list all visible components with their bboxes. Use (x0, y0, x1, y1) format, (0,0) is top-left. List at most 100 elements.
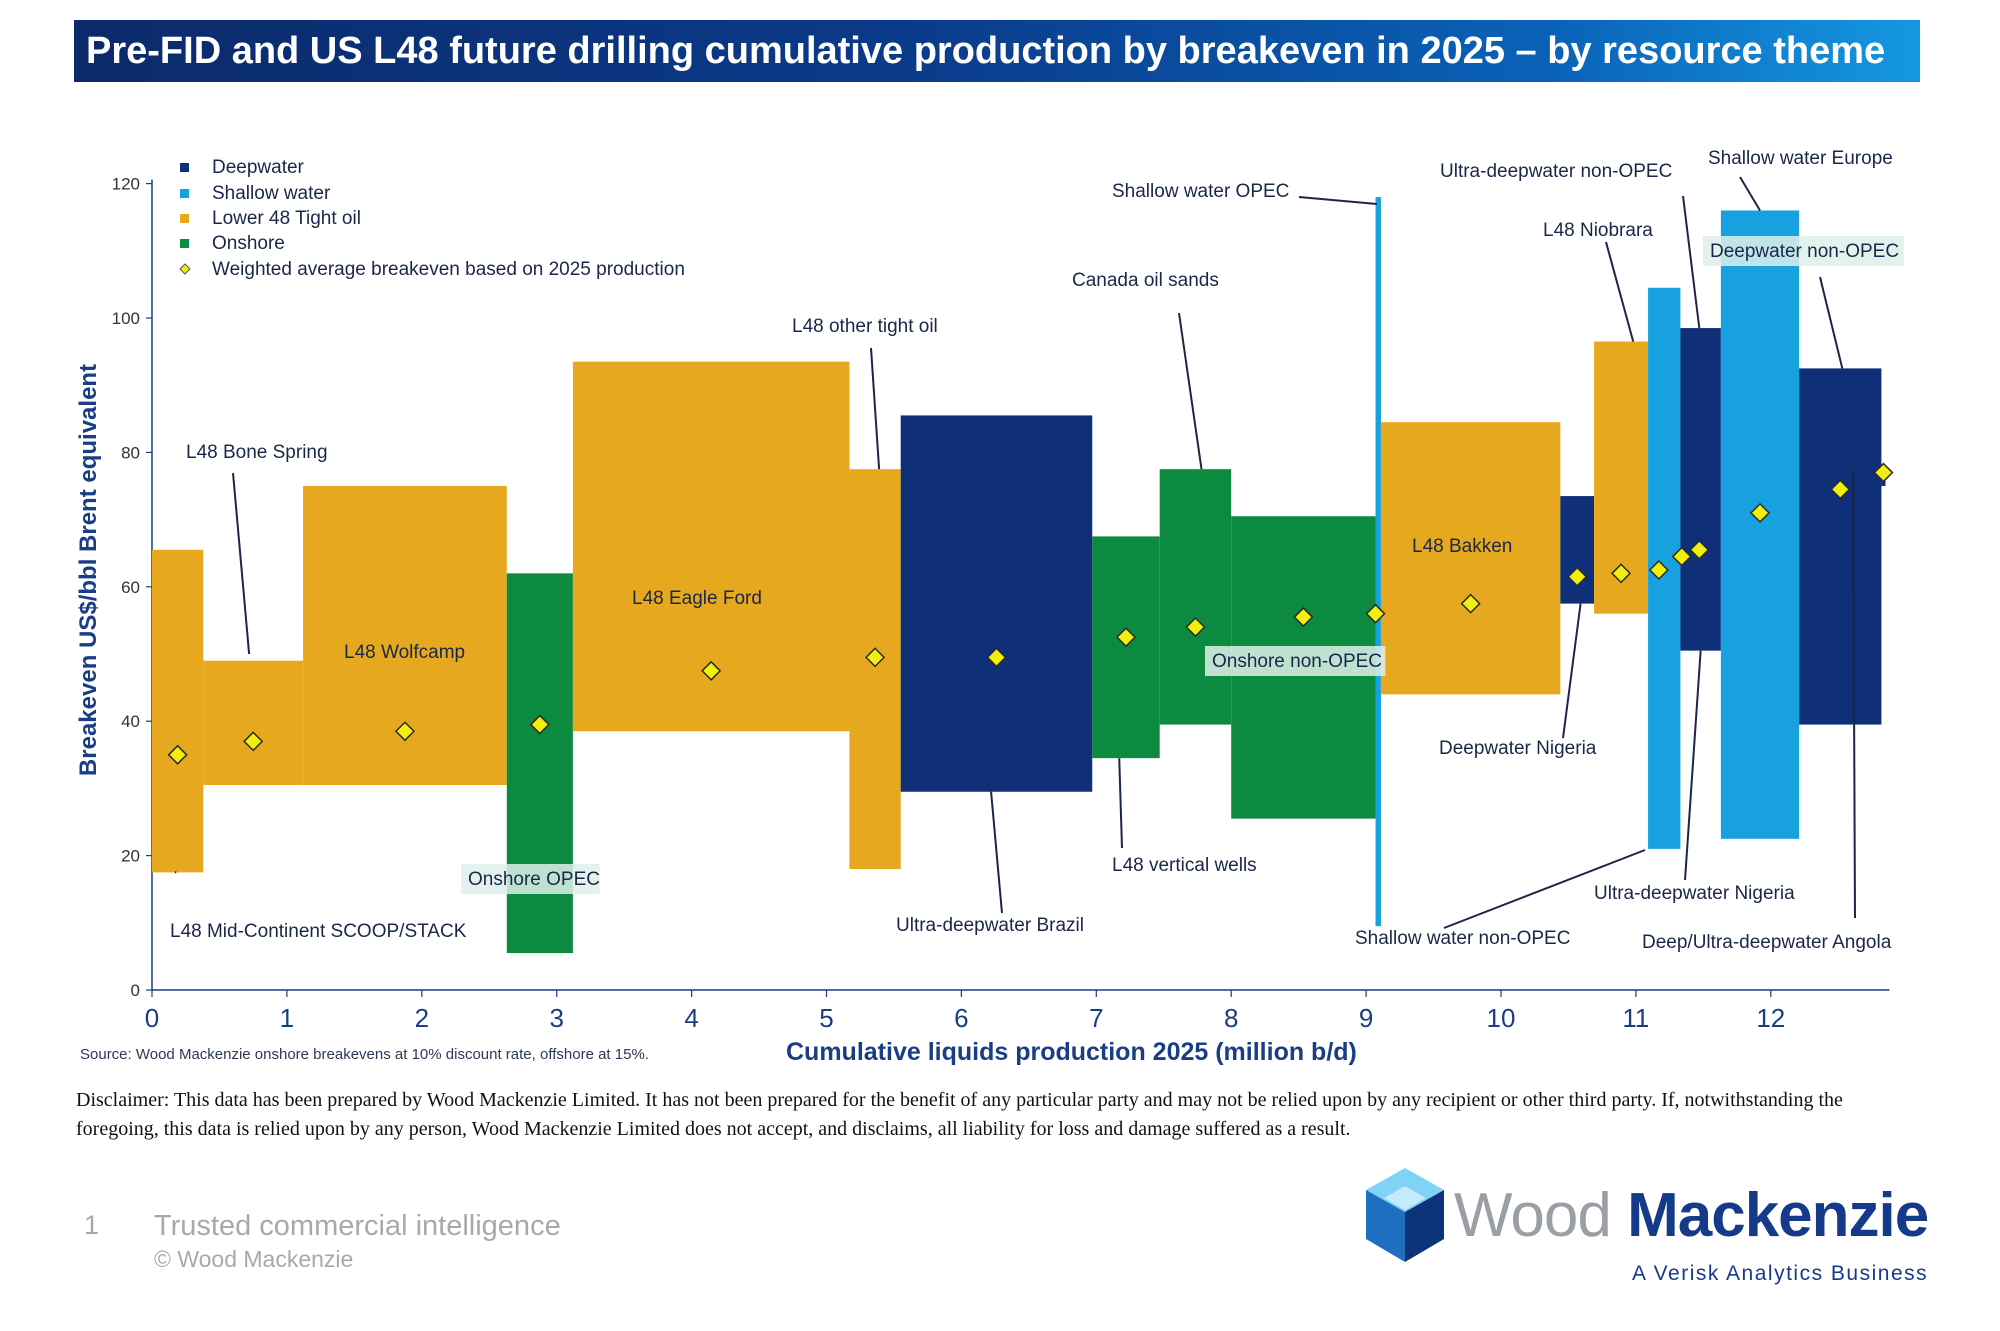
leader-line-shallow-water-europe (1739, 176, 1761, 211)
leader-line-deep-ultra-deepwater-angola (1819, 276, 1844, 369)
avg-breakeven-marker-l48-vertical-wells (1115, 627, 1137, 648)
avg-breakeven-marker-onshore-non-opec (1293, 606, 1314, 628)
y-tick-label: 0 (131, 981, 140, 1000)
label-l48-vertical-wells: L48 vertical wells (1112, 855, 1257, 876)
legend-diamond-icon (179, 263, 191, 275)
bar-deepwater-nigeria (1560, 496, 1595, 604)
label-shallow-water-non-opec: Shallow water non-OPEC (1355, 928, 1570, 949)
label-canada-oil-sands: Canada oil sands (1072, 270, 1219, 291)
bar-ultra-deepwater-brazil (900, 415, 1093, 792)
x-tick-label: 7 (1089, 1003, 1103, 1033)
x-tick-label: 6 (954, 1003, 968, 1033)
leader-line-angola (1852, 471, 1856, 919)
bar-shallow-water-europe (1720, 210, 1800, 839)
bar-canada-oil-sands (1159, 469, 1232, 725)
legend-swatch-deepwater (180, 163, 189, 172)
legend-label-deepwater: Deepwater (212, 157, 305, 178)
y-tick-label: 20 (121, 847, 140, 866)
label-l48-eagle-ford: L48 Eagle Ford (632, 588, 762, 609)
bar-shallow-water-opec (1375, 197, 1381, 927)
leader-line-deepwater-nigeria (1562, 603, 1582, 739)
x-tick-label: 0 (145, 1003, 159, 1033)
y-tick-label: 60 (121, 578, 140, 597)
avg-breakeven-marker-deepwater-nigeria (1567, 566, 1588, 587)
x-tick-label: 8 (1224, 1003, 1238, 1033)
bar-l48-other-tight-oil (849, 469, 901, 870)
legend-swatch-shallow-water (180, 189, 189, 198)
legend-label-onshore: Onshore (212, 233, 285, 254)
y-tick-label: 40 (121, 712, 140, 731)
label-l48-niobrara: L48 Niobrara (1543, 220, 1653, 241)
label-shallow-water-opec: Shallow water OPEC (1112, 181, 1289, 202)
label-l48-mid-continent-scoop-stack: L48 Mid-Continent SCOOP/STACK (170, 921, 467, 942)
leader-line-ultra-deepwater-nigeria (1684, 650, 1702, 881)
legend-label-lower-48-tight-oil: Lower 48 Tight oil (212, 208, 361, 229)
avg-breakeven-marker-onshore-opec (529, 714, 550, 735)
y-tick-label: 120 (112, 175, 140, 194)
x-tick-label: 4 (684, 1003, 698, 1033)
logo-word-mackenzie: Mackenzie (1627, 1181, 1929, 1250)
avg-breakeven-marker-l48-other-tight-oil (865, 647, 886, 668)
leader-line-shallow-water-non-opec (1443, 849, 1646, 929)
avg-breakeven-marker-shallow-water-non-opec (1648, 559, 1669, 581)
label-ultra-deepwater-brazil: Ultra-deepwater Brazil (896, 915, 1084, 936)
avg-breakeven-marker-l48-bakken (1460, 593, 1481, 614)
disclaimer-text: Disclaimer: This data has been prepared … (76, 1089, 1843, 1140)
label-l48-bakken: L48 Bakken (1412, 536, 1512, 557)
label-bg-onshore-non-opec (1205, 646, 1386, 676)
legend-swatch-onshore (180, 239, 189, 248)
logo-word-wood: Wood (1454, 1181, 1612, 1250)
bar-onshore-opec (506, 573, 573, 954)
label-deep-ultra-deepwater-angola: Deep/Ultra-deepwater Angola (1642, 932, 1892, 953)
label-bg-onshore-opec (461, 864, 600, 894)
legend-label-shallow-water: Shallow water (212, 183, 331, 204)
label-deepwater-nigeria: Deepwater Nigeria (1439, 738, 1597, 759)
legend-swatch-lower-48-tight-oil (180, 214, 189, 223)
x-tick-label: 12 (1756, 1003, 1785, 1033)
label-ultra-deepwater-non-opec: Ultra-deepwater non-OPEC (1440, 161, 1672, 182)
avg-breakeven-marker-ultra-deepwater-brazil (986, 647, 1007, 668)
label-bg-deepwater-non-opec (1703, 236, 1905, 266)
x-tick-label: 11 (1622, 1003, 1649, 1033)
avg-breakeven-marker-l48-eagle-ford (701, 660, 722, 681)
label-onshore-non-opec: Onshore non-OPEC (1212, 651, 1382, 672)
footer-tagline: Trusted commercial intelligence (154, 1210, 561, 1242)
bar-l48-bone-spring (203, 660, 304, 786)
legend-label-weighted-average-breakeven-based-on-2025-production: Weighted average breakeven based on 2025… (212, 259, 685, 280)
logo-wordmark: Wood Mackenzie (1454, 1180, 1929, 1251)
avg-breakeven-marker-l48-wolfcamp (394, 721, 415, 742)
page-number: 1 (84, 1210, 100, 1240)
y-axis-title: Breakeven US$/bbl Brent equivalent (75, 364, 102, 776)
x-tick-label: 9 (1359, 1003, 1373, 1033)
avg-breakeven-marker-l48-niobrara (1611, 563, 1632, 584)
leader-line-canada-oil-sands (1178, 312, 1203, 470)
avg-breakeven-marker-canada-oil-sands (1185, 617, 1206, 638)
label-deepwater-non-opec: Deepwater non-OPEC (1710, 241, 1899, 262)
avg-breakeven-marker-ultra-deepwater-nigeria (1689, 539, 1710, 560)
footer-copyright: © Wood Mackenzie (154, 1246, 354, 1272)
avg-breakeven-marker-shallow-water-opec (1365, 603, 1386, 624)
wood-mackenzie-cube-logo-icon (1366, 1168, 1444, 1262)
logo-tagline: A Verisk Analytics Business (1632, 1262, 1929, 1285)
x-tick-label: 10 (1487, 1003, 1516, 1033)
bar-l48-vertical-wells (1092, 536, 1160, 759)
x-tick-label: 3 (549, 1003, 563, 1033)
label-onshore-opec: Onshore OPEC (468, 869, 600, 890)
leader-line-l48-niobrara (1605, 241, 1635, 342)
label-l48-wolfcamp: L48 Wolfcamp (344, 642, 465, 663)
leader-line-ultra-deepwater-non-opec (1682, 195, 1701, 329)
label-l48-other-tight-oil: L48 other tight oil (792, 316, 938, 337)
x-axis-title: Cumulative liquids production 2025 (mill… (786, 1038, 1357, 1066)
x-tick-label: 5 (819, 1003, 833, 1033)
leader-line-ultra-deepwater-brazil (990, 791, 1003, 914)
y-tick-label: 100 (112, 309, 140, 328)
avg-breakeven-marker-angola-tail (1873, 462, 1894, 483)
x-tick-label: 1 (280, 1003, 294, 1033)
bar-deep-ultra-deepwater-angola (1799, 368, 1882, 725)
avg-breakeven-marker-l48-bone-spring (243, 731, 264, 752)
bar-l48-mid-continent-scoop-stack (152, 549, 204, 873)
label-shallow-water-europe: Shallow water Europe (1708, 148, 1893, 169)
bar-l48-bakken (1380, 422, 1561, 695)
source-note: Source: Wood Mackenzie onshore breakeven… (80, 1046, 649, 1063)
